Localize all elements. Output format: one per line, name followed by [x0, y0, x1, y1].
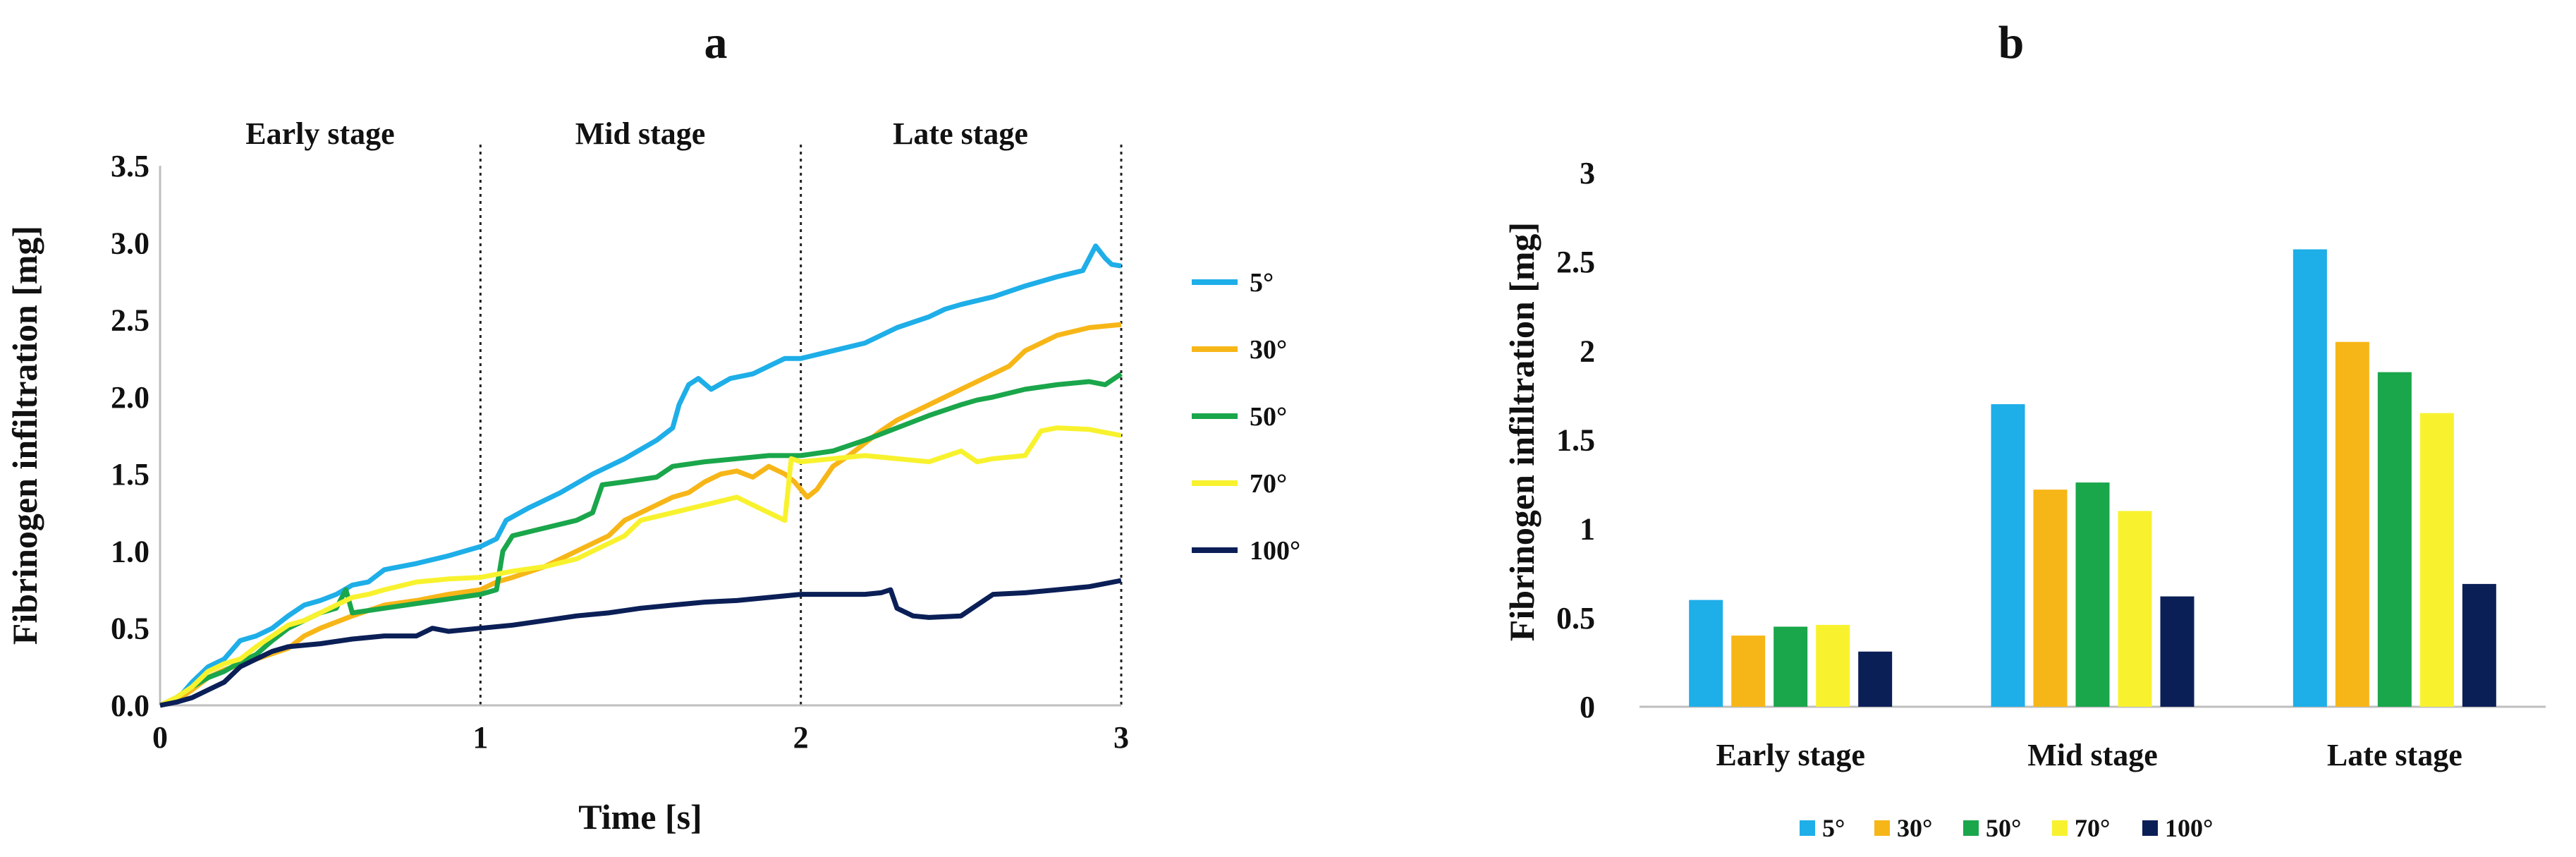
- y-tick-label: 1: [1580, 512, 1595, 547]
- legend: 5° 30° 50° 70° 100°: [1192, 268, 1300, 566]
- x-tick-label: 2: [793, 720, 809, 755]
- legend: 5° 30° 50° 70° 100°: [1800, 814, 2213, 842]
- legend-label: 5°: [1250, 268, 1274, 298]
- bar-early-stage-100deg: [1858, 651, 1893, 707]
- series-line-50deg: [159, 372, 1123, 708]
- bar-chart-panel: b 0 0.5 1 1.5 2 2.5 3 Early stage Mid stage Late…: [1502, 17, 2546, 842]
- legend-label: 70°: [2075, 814, 2110, 842]
- category-labels: Early stage Mid stage Late stage: [1716, 738, 2462, 772]
- legend-label: 50°: [1986, 814, 2021, 842]
- category-label: Late stage: [2327, 738, 2462, 772]
- legend-swatch-30deg: [1874, 820, 1890, 836]
- x-axis-title: Time [s]: [578, 797, 702, 837]
- y-tick-labels: 0 0.5 1 1.5 2 2.5 3: [1556, 156, 1595, 724]
- y-tick-label: 0.0: [111, 688, 149, 723]
- category-label: Early stage: [1716, 738, 1864, 772]
- panel-a-label: a: [704, 17, 728, 68]
- x-tick-label: 3: [1113, 720, 1129, 755]
- legend-label: 100°: [2165, 814, 2213, 842]
- bar-mid-stage-100deg: [2160, 596, 2195, 707]
- y-tick-label: 3.5: [111, 149, 149, 183]
- y-tick-label: 1.5: [111, 457, 149, 492]
- legend-label: 100°: [1250, 536, 1300, 566]
- legend-swatch-5deg: [1800, 820, 1815, 836]
- y-tick-label: 2.5: [111, 303, 149, 338]
- y-axis-title: Fibrinogen infiltration [mg]: [1502, 222, 1542, 641]
- y-tick-label: 0: [1580, 690, 1595, 724]
- legend-label: 30°: [1897, 814, 1932, 842]
- series-lines: [159, 243, 1123, 708]
- series-line-5deg: [159, 243, 1122, 708]
- legend-label: 5°: [1822, 814, 1845, 842]
- y-tick-label: 1.5: [1556, 423, 1595, 458]
- bar-mid-stage-50deg: [2075, 482, 2110, 707]
- legend-swatch-50deg: [1963, 820, 1979, 836]
- stage-label-late: Late stage: [893, 116, 1028, 151]
- y-tick-labels: 0.0 0.5 1.0 1.5 2.0 2.5 3.0 3.5: [111, 149, 149, 723]
- stage-label-mid: Mid stage: [575, 116, 706, 151]
- legend-label: 50°: [1250, 402, 1287, 432]
- y-axis-title: Fibrinogen infiltration [mg]: [5, 226, 44, 645]
- y-tick-label: 2: [1580, 334, 1595, 368]
- bar-early-stage-70deg: [1816, 624, 1850, 707]
- legend-swatch-70deg: [2052, 820, 2068, 836]
- bar-mid-stage-30deg: [2033, 490, 2068, 707]
- y-tick-label: 0.5: [1556, 601, 1595, 636]
- x-tick-label: 0: [152, 720, 168, 755]
- x-tick-label: 1: [472, 720, 488, 755]
- bar-early-stage-50deg: [1774, 626, 1808, 707]
- y-tick-label: 1.0: [111, 534, 149, 569]
- bar-late-stage-5deg: [2293, 249, 2327, 707]
- line-chart-panel: a Early stage Mid stage Late stage 0.00.…: [5, 17, 1300, 837]
- bar-late-stage-50deg: [2377, 372, 2412, 707]
- y-tick-label: 3.0: [111, 226, 149, 260]
- y-tick-label: 2.0: [111, 380, 149, 415]
- bar-late-stage-70deg: [2419, 413, 2454, 707]
- bar-early-stage-5deg: [1689, 600, 1723, 707]
- stage-dividers: [479, 145, 1123, 705]
- bar-late-stage-30deg: [2335, 341, 2369, 707]
- axes: [159, 166, 1121, 707]
- stage-label-early: Early stage: [245, 116, 394, 151]
- category-label: Mid stage: [2027, 738, 2158, 772]
- legend-label: 70°: [1250, 469, 1287, 499]
- bars: [1689, 249, 2496, 707]
- legend-swatch-100deg: [2142, 820, 2158, 836]
- y-tick-label: 0.5: [111, 612, 149, 646]
- bar-mid-stage-5deg: [1991, 404, 2025, 707]
- bar-mid-stage-70deg: [2118, 511, 2152, 707]
- series-line-70deg: [159, 425, 1122, 708]
- x-tick-labels: 0 1 2 3: [152, 720, 1129, 755]
- series-line-100deg: [159, 578, 1122, 708]
- legend-label: 30°: [1250, 335, 1287, 365]
- series-line-30deg: [159, 322, 1122, 708]
- stage-labels: Early stage Mid stage Late stage: [245, 116, 1028, 151]
- panel-b-label: b: [1998, 17, 2025, 68]
- bar-early-stage-30deg: [1731, 636, 1766, 707]
- y-tick-label: 2.5: [1556, 245, 1595, 279]
- y-tick-label: 3: [1580, 156, 1595, 190]
- bar-late-stage-100deg: [2462, 583, 2496, 707]
